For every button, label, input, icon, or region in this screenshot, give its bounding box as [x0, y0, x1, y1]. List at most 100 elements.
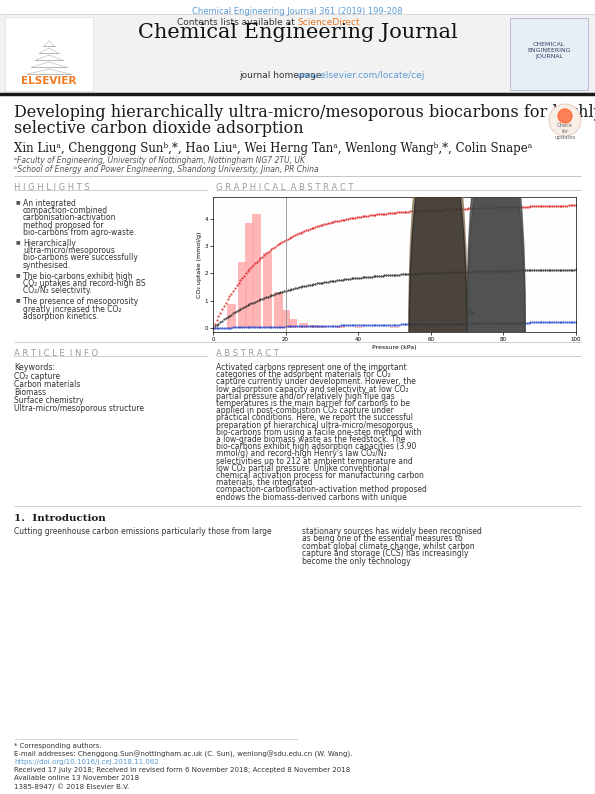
Text: Keywords:: Keywords: [14, 363, 55, 372]
Text: partial pressure and/or relatively high flue gas: partial pressure and/or relatively high … [216, 391, 394, 401]
Text: materials, the integrated: materials, the integrated [216, 478, 312, 488]
Text: ■: ■ [16, 298, 21, 303]
Circle shape [549, 104, 581, 136]
Text: low CO₂ partial pressure. Unlike conventional: low CO₂ partial pressure. Unlike convent… [216, 464, 389, 472]
Text: ELSEVIER: ELSEVIER [21, 76, 77, 86]
Text: www.elsevier.com/locate/cej: www.elsevier.com/locate/cej [297, 71, 425, 80]
Circle shape [558, 109, 572, 123]
Text: categories of the adsorbent materials for CO₂: categories of the adsorbent materials fo… [216, 370, 391, 380]
Text: greatly increased the CO₂: greatly increased the CO₂ [23, 305, 121, 314]
Text: selectivities up to 212 at ambient temperature and: selectivities up to 212 at ambient tempe… [216, 457, 413, 465]
Bar [5, 17, 93, 91]
X-axis label: Pressure (kPa): Pressure (kPa) [372, 345, 416, 349]
Text: ᵇSchool of Energy and Power Engineering, Shandong University, Jinan, PR China: ᵇSchool of Energy and Power Engineering,… [14, 165, 319, 174]
Bar [390, 327, 399, 328]
Text: preparation of hierarchical ultra-micro/mesoporous: preparation of hierarchical ultra-micro/… [216, 421, 413, 430]
Text: method proposed for: method proposed for [23, 221, 104, 229]
Text: Xin Liuᵃ, Chenggong Sunᵇ,*, Hao Liuᵃ, Wei Herng Tanᵃ, Wenlong Wangᵇ,*, Colin Sna: Xin Liuᵃ, Chenggong Sunᵇ,*, Hao Liuᵃ, We… [14, 142, 533, 155]
Text: ultra-micro/mesoporous: ultra-micro/mesoporous [23, 246, 115, 255]
Text: bio-carbons from agro-waste.: bio-carbons from agro-waste. [23, 228, 136, 237]
Text: stationary sources has widely been recognised: stationary sources has widely been recog… [302, 526, 483, 536]
Text: mmol/g) and record-high Henry's law CO₂/N₂: mmol/g) and record-high Henry's law CO₂/… [216, 449, 387, 458]
Text: Contents lists available at: Contents lists available at [177, 18, 298, 27]
Text: Check
for
updates: Check for updates [555, 123, 576, 140]
Text: The bio-carbons exhibit high: The bio-carbons exhibit high [23, 272, 133, 281]
Bar [336, 326, 345, 328]
Bar [227, 304, 236, 328]
Text: synthesised.: synthesised. [23, 260, 71, 270]
Text: bio-carbons from using a facile one-step method with: bio-carbons from using a facile one-step… [216, 428, 421, 437]
Text: Chemical Engineering Journal: Chemical Engineering Journal [137, 23, 458, 42]
Text: applied in post-combustion CO₂ capture under: applied in post-combustion CO₂ capture u… [216, 407, 394, 415]
Text: E-mail addresses: Chenggong.Sun@nottingham.ac.uk (C. Sun), wenlong@sdu.edu.cn (W: E-mail addresses: Chenggong.Sun@nottingh… [14, 751, 352, 758]
Text: combat global climate change, whilst carbon: combat global climate change, whilst car… [302, 542, 475, 551]
Text: compaction-carbonisation-activation method proposed: compaction-carbonisation-activation meth… [216, 485, 427, 495]
Text: Chemical Engineering Journal 361 (2019) 199-208: Chemical Engineering Journal 361 (2019) … [192, 7, 403, 16]
Circle shape [467, 94, 525, 531]
Circle shape [467, 118, 525, 554]
Text: CHEMICAL
ENGINEERING
JOURNAL: CHEMICAL ENGINEERING JOURNAL [527, 42, 571, 59]
Y-axis label: CO₂ uptake (mmol/g): CO₂ uptake (mmol/g) [197, 231, 202, 298]
Text: Available online 13 November 2018: Available online 13 November 2018 [14, 775, 139, 781]
Text: Ultra-micro/mesoporous structure: Ultra-micro/mesoporous structure [14, 404, 144, 413]
Text: H I G H L I G H T S: H I G H L I G H T S [14, 183, 90, 192]
Text: An integrated: An integrated [23, 199, 76, 208]
Text: ScienceDirect: ScienceDirect [298, 18, 360, 27]
Text: adsorption kinetics.: adsorption kinetics. [23, 312, 99, 321]
Text: CO₂/N₂ selectivity.: CO₂/N₂ selectivity. [23, 286, 92, 295]
Text: Cutting greenhouse carbon emissions particularly those from large: Cutting greenhouse carbon emissions part… [14, 526, 272, 536]
Bar [299, 323, 308, 328]
Text: journal homepage:: journal homepage: [240, 71, 328, 80]
Text: a low-grade biomass waste as the feedstock. The: a low-grade biomass waste as the feedsto… [216, 435, 405, 444]
Bar [317, 326, 327, 328]
Bar [274, 292, 283, 328]
Text: Received 17 July 2018; Received in revised form 6 November 2018; Accepted 8 Nove: Received 17 July 2018; Received in revis… [14, 767, 350, 773]
Text: become the only technology: become the only technology [302, 557, 411, 566]
Text: as being one of the essential measures to: as being one of the essential measures t… [302, 534, 463, 543]
Text: carbonisation-activation: carbonisation-activation [23, 214, 117, 222]
Text: selective carbon dioxide adsorption: selective carbon dioxide adsorption [14, 120, 303, 137]
Text: endows the biomass-derived carbons with unique: endows the biomass-derived carbons with … [216, 492, 407, 502]
Text: temperatures is the main barrier for carbons to be: temperatures is the main barrier for car… [216, 399, 410, 408]
Bar [237, 262, 246, 328]
Text: 1385-8947/ © 2018 Elsevier B.V.: 1385-8947/ © 2018 Elsevier B.V. [14, 783, 129, 790]
Text: ᵃFaculty of Engineering, University of Nottingham, Nottingham NG7 2TU, UK: ᵃFaculty of Engineering, University of N… [14, 156, 305, 165]
Bar [353, 326, 363, 328]
Text: ■: ■ [16, 272, 21, 277]
Text: https://doi.org/10.1016/j.cej.2018.11.062: https://doi.org/10.1016/j.cej.2018.11.06… [14, 759, 159, 765]
Text: A R T I C L E  I N F O: A R T I C L E I N F O [14, 349, 98, 358]
Text: 1.  Introduction: 1. Introduction [14, 514, 106, 522]
Text: G R A P H I C A L  A B S T R A C T: G R A P H I C A L A B S T R A C T [216, 183, 353, 192]
Text: The presence of mesoporosity: The presence of mesoporosity [23, 298, 138, 306]
Bar [289, 319, 298, 328]
Text: low adsorption capacity and selectivity at low CO₂: low adsorption capacity and selectivity … [216, 384, 409, 394]
Text: Surface chemistry: Surface chemistry [14, 396, 84, 405]
Bar [245, 223, 254, 328]
Text: CO₂ capture: CO₂ capture [14, 372, 60, 381]
Circle shape [409, 118, 467, 554]
Text: Biomass: Biomass [14, 388, 46, 397]
Text: capture and storage (CCS) has increasingly: capture and storage (CCS) has increasing… [302, 549, 469, 558]
Text: Developing hierarchically ultra-micro/mesoporous biocarbons for highly: Developing hierarchically ultra-micro/me… [14, 104, 595, 121]
Bar [0, 14, 595, 94]
Text: capture currently under development. However, the: capture currently under development. How… [216, 377, 416, 387]
Circle shape [409, 94, 467, 531]
Text: bio-carbons exhibit high adsorption capacities (3.90: bio-carbons exhibit high adsorption capa… [216, 442, 416, 451]
Bar [510, 18, 588, 90]
Bar [263, 253, 272, 328]
Bar [310, 325, 319, 328]
Text: A B S T R A C T: A B S T R A C T [216, 349, 278, 358]
Text: * Corresponding authors.: * Corresponding authors. [14, 743, 102, 749]
Text: bio-carbons were successfully: bio-carbons were successfully [23, 253, 138, 262]
Text: compaction-combined: compaction-combined [23, 206, 108, 215]
Bar [281, 310, 290, 328]
Text: CO₂ uptakes and record-high BS: CO₂ uptakes and record-high BS [23, 279, 146, 288]
Text: chemical activation process for manufacturing carbon: chemical activation process for manufact… [216, 471, 424, 480]
Text: Hierarchically: Hierarchically [23, 239, 76, 248]
Text: practical conditions. Here, we report the successful: practical conditions. Here, we report th… [216, 414, 413, 422]
Text: ■: ■ [16, 199, 21, 204]
Bar [252, 214, 261, 328]
Text: Activated carbons represent one of the important: Activated carbons represent one of the i… [216, 363, 406, 372]
Text: Carbon materials: Carbon materials [14, 380, 80, 389]
Text: ■: ■ [16, 239, 21, 244]
